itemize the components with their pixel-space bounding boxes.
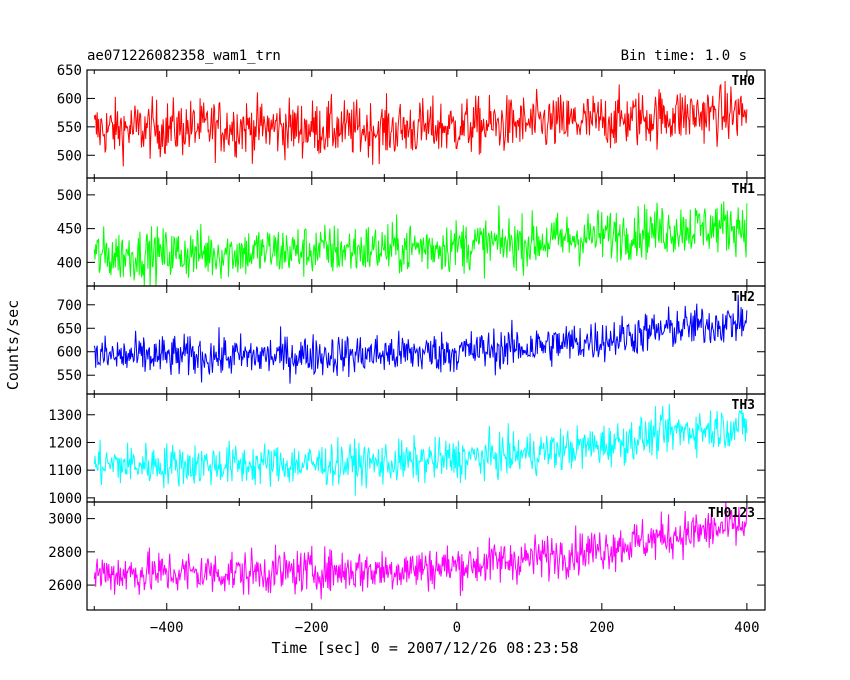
x-axis: −400 −200 0 200 400 bbox=[150, 620, 760, 636]
x-tick-label: −200 bbox=[295, 620, 329, 636]
y-tick-label: 400 bbox=[57, 255, 82, 271]
series-label-th0: TH0 bbox=[732, 74, 756, 89]
x-axis-title: Time [sec] 0 = 2007/12/26 08:23:58 bbox=[271, 639, 578, 657]
chart-title: ae071226082358_wam1_trn bbox=[87, 48, 281, 64]
series-line-th2 bbox=[93, 294, 748, 384]
y-tick-label: 2800 bbox=[48, 545, 82, 561]
series-line-th0123 bbox=[93, 502, 748, 600]
panel-th1: 400 450 500 TH1 bbox=[57, 177, 766, 287]
series-label-th2: TH2 bbox=[732, 290, 755, 305]
y-tick-label: 650 bbox=[57, 321, 82, 337]
panel-th2: 550 600 650 700 TH2 bbox=[57, 285, 766, 395]
y-tick-label: 500 bbox=[57, 148, 82, 164]
panel-frame-th0123 bbox=[86, 501, 766, 611]
y-tick-label: 450 bbox=[57, 222, 82, 238]
panel-th0: 500 550 600 650 TH0 bbox=[57, 63, 766, 179]
y-tick-label: 2600 bbox=[48, 578, 82, 594]
series-line-th3 bbox=[93, 403, 748, 496]
x-tick-label: 400 bbox=[734, 620, 759, 636]
bin-time-label: Bin time: 1.0 s bbox=[621, 48, 747, 64]
y-axis-title: Counts/sec bbox=[4, 300, 22, 390]
y-tick-label: 500 bbox=[57, 188, 82, 204]
panel-th0123: 2600 2800 3000 TH0123 bbox=[48, 501, 766, 611]
panel-th3: 1000 1100 1200 1300 TH3 bbox=[48, 393, 766, 507]
y-tick-label: 550 bbox=[57, 120, 82, 136]
y-tick-label: 600 bbox=[57, 91, 82, 107]
y-tick-label: 700 bbox=[57, 298, 82, 314]
x-tick-label: 0 bbox=[453, 620, 461, 636]
y-tick-label: 1100 bbox=[48, 463, 82, 479]
y-tick-label: 1000 bbox=[48, 491, 82, 507]
y-tick-label: 600 bbox=[57, 345, 82, 361]
y-tick-label: 1300 bbox=[48, 408, 82, 424]
series-line-th1 bbox=[93, 201, 748, 286]
x-tick-label: 200 bbox=[589, 620, 614, 636]
y-tick-label: 3000 bbox=[48, 512, 82, 528]
panel-frame-th2 bbox=[86, 285, 766, 395]
series-label-th1: TH1 bbox=[732, 182, 756, 197]
y-tick-label: 650 bbox=[57, 63, 82, 79]
series-line-th0 bbox=[93, 80, 748, 167]
y-tick-label: 550 bbox=[57, 368, 82, 384]
x-tick-label: −400 bbox=[150, 620, 184, 636]
series-label-th3: TH3 bbox=[732, 398, 755, 413]
y-tick-label: 1200 bbox=[48, 435, 82, 451]
panels: 500 550 600 650 TH0 400 450 500 TH1 550 600 650 700 T… bbox=[48, 63, 766, 611]
series-label-th0123: TH0123 bbox=[708, 506, 755, 521]
